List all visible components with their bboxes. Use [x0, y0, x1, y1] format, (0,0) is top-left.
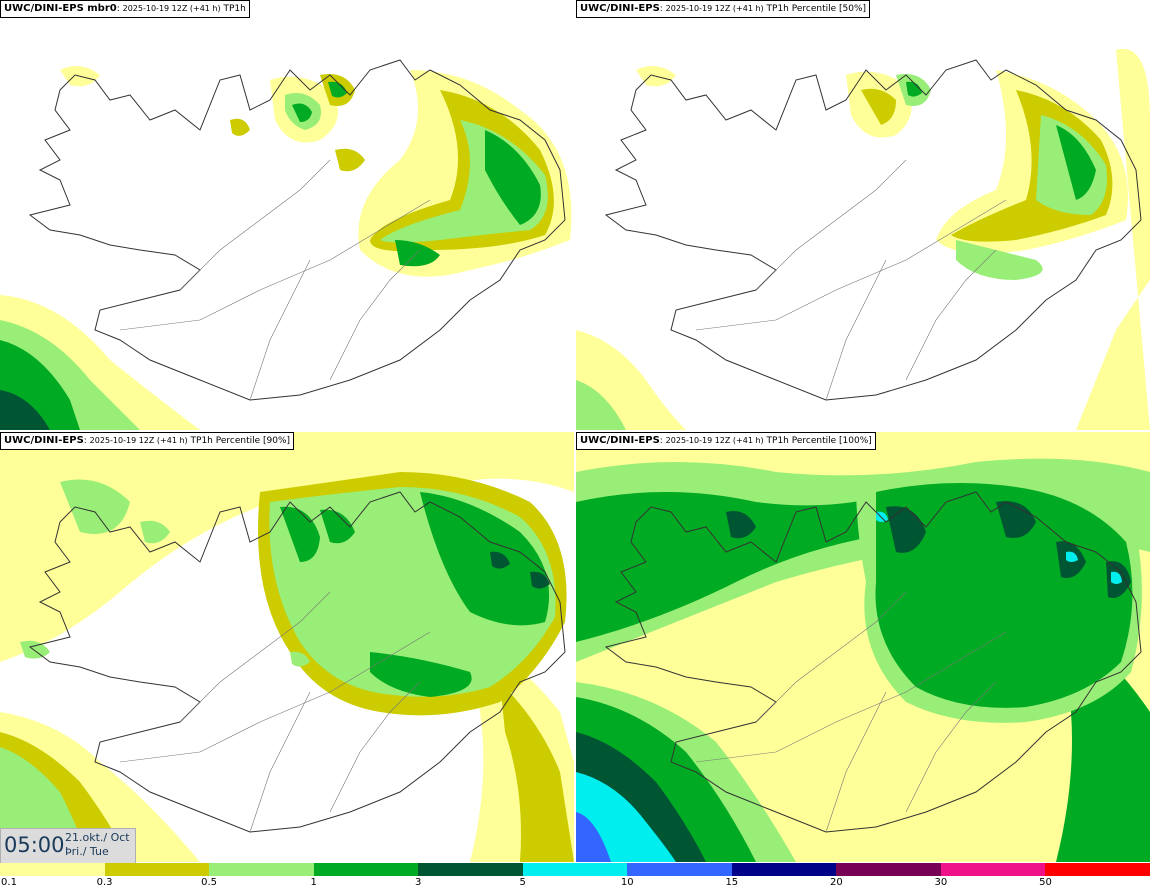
legend-swatch [104, 863, 210, 876]
legend-tick-label: 50 [1039, 877, 1052, 888]
legend-bar [0, 863, 1150, 876]
legend-swatch [418, 863, 523, 876]
legend-tick-label: 5 [519, 877, 526, 888]
precip-map-p100 [576, 432, 1150, 862]
valid-date-label: 21.okt./ Oct [65, 831, 130, 844]
legend-swatch [522, 863, 628, 876]
color-legend: 0.1 0.3 0.5 1 3 5 10 15 20 30 50 [0, 863, 1150, 891]
precip-map-p90 [0, 432, 574, 862]
valid-time-box: 05:00 21.okt./ Oct Þri./ Tue [0, 828, 136, 864]
legend-tick-label: 10 [620, 877, 634, 888]
legend-swatch [209, 863, 314, 876]
legend-swatch [313, 863, 419, 876]
valid-time: 05:00 [4, 833, 65, 857]
precip-map-p50 [576, 48, 1150, 430]
panel-title: UWC/DINI-EPS: 2025-10-19 12Z (+41 h) TP1… [576, 0, 871, 18]
legend-swatch [731, 863, 837, 876]
legend-swatch [940, 863, 1046, 876]
valid-weekday-label: Þri./ Tue [65, 845, 109, 858]
legend-swatch [836, 863, 941, 876]
legend-swatch [0, 863, 105, 876]
map-panel-mbr0: UWC/DINI-EPS mbr0: 2025-10-19 12Z (+41 h… [0, 0, 574, 430]
legend-swatch [1045, 863, 1150, 876]
legend-tick-label: 15 [725, 877, 739, 888]
panel-title: UWC/DINI-EPS: 2025-10-19 12Z (+41 h) TP1… [576, 432, 876, 450]
panel-title: UWC/DINI-EPS: 2025-10-19 12Z (+41 h) TP1… [0, 432, 295, 450]
legend-tick-label: 20 [829, 877, 843, 888]
panel-title: UWC/DINI-EPS mbr0: 2025-10-19 12Z (+41 h… [0, 0, 250, 18]
legend-tick-label: 3 [414, 877, 422, 888]
legend-swatch [627, 863, 732, 876]
legend-tick-label: 0.5 [201, 877, 218, 888]
legend-tick-label: 30 [934, 877, 948, 888]
map-panel-p100: UWC/DINI-EPS: 2025-10-19 12Z (+41 h) TP1… [576, 432, 1150, 862]
valid-date: 21.okt./ Oct Þri./ Tue [65, 831, 130, 859]
precip-map-mbr0 [0, 59, 572, 430]
legend-tick-label: 1 [310, 877, 317, 888]
legend-tick-label: 0.1 [1, 877, 17, 888]
legend-tick-label: 0.3 [96, 877, 113, 888]
map-panel-p50: UWC/DINI-EPS: 2025-10-19 12Z (+41 h) TP1… [576, 0, 1150, 430]
map-panel-p90: UWC/DINI-EPS: 2025-10-19 12Z (+41 h) TP1… [0, 432, 574, 862]
